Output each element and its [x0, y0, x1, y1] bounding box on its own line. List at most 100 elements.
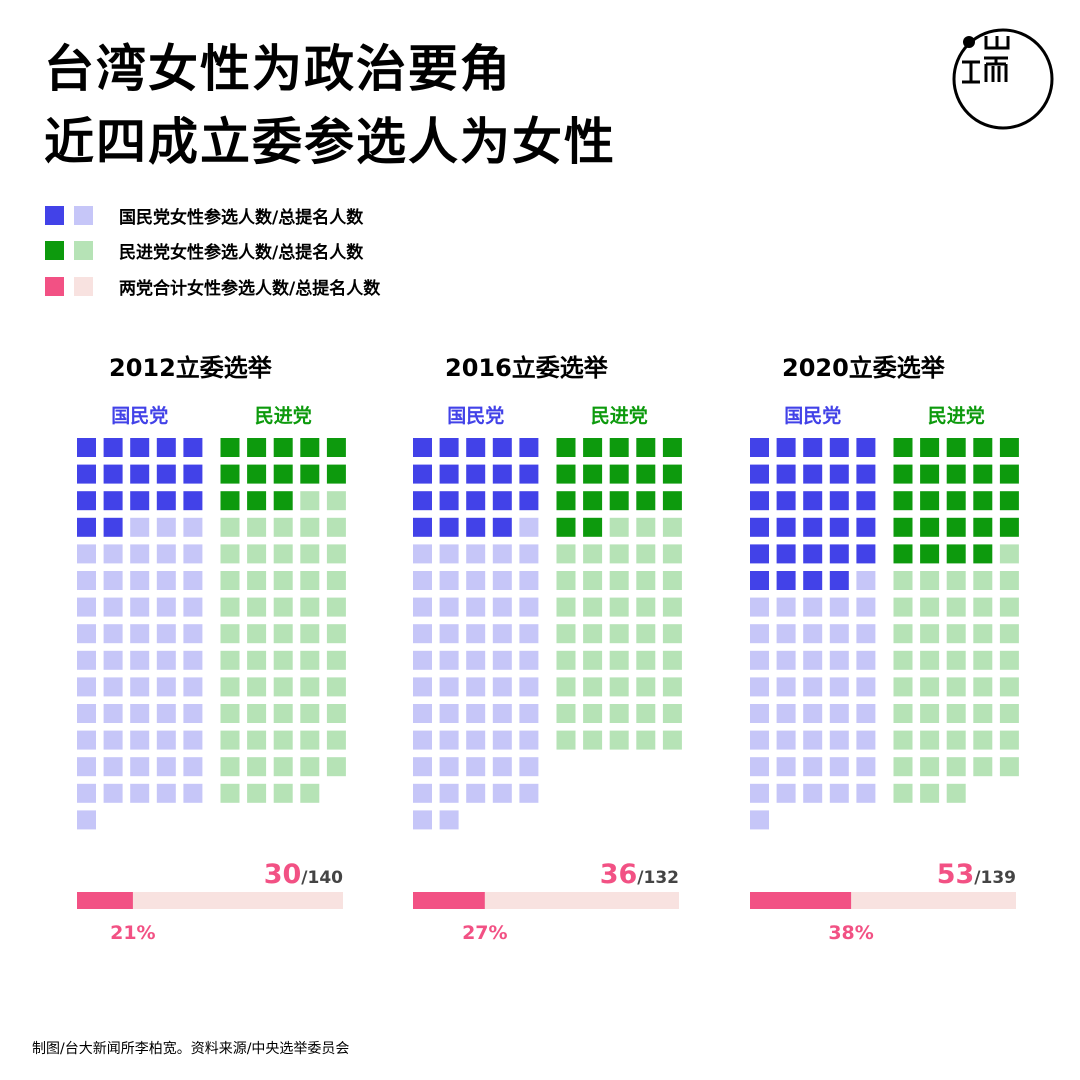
waffle-square-total [556, 624, 576, 644]
waffle-square-total [893, 730, 913, 750]
waffle-square-total [609, 650, 629, 670]
waffle-square-total [609, 677, 629, 697]
waffle-square-total [519, 783, 539, 803]
waffle-square-women [220, 464, 240, 484]
waffle-square-total [999, 597, 1019, 617]
waffle-square-total [247, 544, 267, 564]
waffle-square-women [556, 464, 576, 484]
waffle-square-women [609, 438, 629, 457]
waffle-square-total [829, 677, 849, 697]
waffle-square-women [130, 438, 150, 457]
waffle-square-total [300, 517, 320, 537]
waffle-square-total [662, 704, 682, 723]
waffle-square-total [466, 704, 486, 723]
waffle-square-women [829, 571, 849, 590]
waffle-square-women [829, 464, 849, 484]
waffle-square-total [220, 624, 240, 644]
waffle-square-women [946, 464, 966, 484]
waffle-square-women [156, 464, 176, 484]
waffle-square-total [999, 757, 1019, 777]
waffle-square-total [519, 757, 539, 777]
waffle-square-total [326, 597, 346, 617]
waffle-square-total [300, 704, 320, 723]
waffle-square-total [326, 677, 346, 697]
panel-title: 2016立委选举 [445, 354, 609, 382]
waffle-square-total [946, 571, 966, 590]
waffle-square-women [776, 544, 796, 564]
waffle-square-total [946, 783, 966, 803]
waffle-square-women [103, 517, 123, 537]
waffle-square-total [273, 783, 293, 803]
waffle-square-women [973, 544, 993, 564]
waffle-square-total [973, 757, 993, 777]
waffle-square-total [466, 757, 486, 777]
waffle-square-total [220, 783, 240, 803]
waffle-square-women [893, 464, 913, 484]
waffle-square-total [326, 491, 346, 511]
waffle-square-women [273, 464, 293, 484]
waffle-square-total [662, 597, 682, 617]
waffle-square-total [662, 544, 682, 564]
waffle-square-total [999, 704, 1019, 723]
waffle-square-total [130, 730, 150, 750]
waffle-square-women [247, 491, 267, 511]
waffle-square-total [803, 704, 823, 723]
waffle-square-total [893, 624, 913, 644]
waffle-square-women [556, 438, 576, 457]
waffle-square-total [609, 517, 629, 537]
waffle-square-total [829, 650, 849, 670]
waffle-square-total [556, 677, 576, 697]
waffle-square-total [556, 544, 576, 564]
waffle-square-women [973, 517, 993, 537]
waffle-square-total [103, 624, 123, 644]
waffle-square-women [803, 491, 823, 511]
waffle-square-total [609, 544, 629, 564]
waffle-square-total [519, 624, 539, 644]
waffle-square-total [156, 544, 176, 564]
waffle-square-women [326, 464, 346, 484]
waffle-square-total [636, 517, 656, 537]
party-label: 国民党 [447, 404, 504, 427]
waffle-square-total [466, 597, 486, 617]
waffle-square-total [920, 677, 940, 697]
waffle-square-women [492, 438, 512, 457]
waffle-square-total [220, 704, 240, 723]
waffle-square-women [183, 491, 203, 511]
waffle-square-total [609, 571, 629, 590]
waffle-square-total [999, 677, 1019, 697]
percent-label: 21% [110, 922, 155, 944]
waffle-square-women [130, 464, 150, 484]
waffle-square-total [466, 624, 486, 644]
waffle-square-total [893, 757, 913, 777]
waffle-square-total [466, 677, 486, 697]
waffle-square-total [776, 677, 796, 697]
waffle-square-total [750, 597, 769, 617]
waffle-square-women [583, 438, 603, 457]
combined-count: 53/139 [937, 859, 1016, 890]
waffle-square-total [300, 783, 320, 803]
waffle-square-women [300, 438, 320, 457]
waffle-square-women [583, 517, 603, 537]
waffle-square-total [829, 597, 849, 617]
waffle-square-total [636, 597, 656, 617]
percent-bar-fill [413, 892, 485, 909]
waffle-square-women [413, 491, 432, 511]
waffle-square-total [492, 730, 512, 750]
waffle-square-total [130, 757, 150, 777]
waffle-square-women [439, 491, 459, 511]
waffle-square-total [247, 650, 267, 670]
waffle-square-total [466, 544, 486, 564]
waffle-square-total [946, 757, 966, 777]
waffle-square-total [492, 597, 512, 617]
waffle-square-total [326, 517, 346, 537]
waffle-square-total [750, 730, 769, 750]
waffle-square-women [662, 464, 682, 484]
waffle-square-total [492, 757, 512, 777]
waffle-square-women [999, 491, 1019, 511]
waffle-square-total [439, 810, 459, 830]
waffle-square-total [156, 757, 176, 777]
waffle-square-total [183, 730, 203, 750]
waffle-square-total [999, 544, 1019, 564]
waffle-square-women [946, 438, 966, 457]
waffle-square-women [413, 464, 432, 484]
